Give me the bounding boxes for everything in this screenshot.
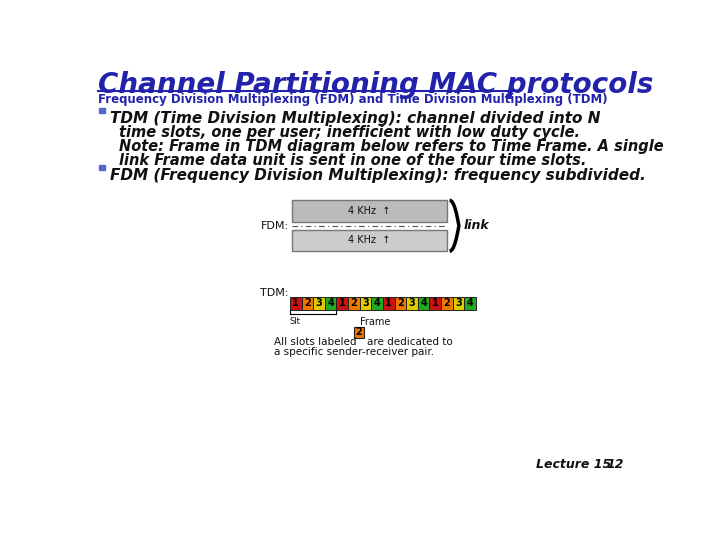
Bar xyxy=(383,296,395,310)
Text: 4: 4 xyxy=(328,299,334,308)
Text: 3: 3 xyxy=(455,299,462,308)
Bar xyxy=(406,296,418,310)
Bar xyxy=(336,296,348,310)
Text: FDM:: FDM: xyxy=(261,221,289,231)
Text: 2: 2 xyxy=(304,299,311,308)
Text: Frequency Division Multiplexing (FDM) and Time Division Multiplexing (TDM): Frequency Division Multiplexing (FDM) an… xyxy=(98,92,608,105)
Text: 1: 1 xyxy=(339,299,346,308)
Text: time slots, one per user; inefficient with low duty cycle.: time slots, one per user; inefficient wi… xyxy=(120,125,580,140)
Text: TDM (Time Division Multiplexing): channel divided into N: TDM (Time Division Multiplexing): channe… xyxy=(110,111,600,126)
Bar xyxy=(453,296,464,310)
Bar xyxy=(418,296,429,310)
Text: a specific sender-receiver pair.: a specific sender-receiver pair. xyxy=(274,347,435,357)
Text: 1: 1 xyxy=(432,299,438,308)
Bar xyxy=(429,296,441,310)
Text: Frame: Frame xyxy=(360,316,390,327)
Bar xyxy=(372,296,383,310)
Text: 4 KHz  ↑: 4 KHz ↑ xyxy=(348,235,390,245)
Bar xyxy=(354,327,364,338)
Text: 4 KHz  ↑: 4 KHz ↑ xyxy=(348,206,390,216)
Text: 1: 1 xyxy=(292,299,299,308)
Text: 4: 4 xyxy=(420,299,427,308)
Bar xyxy=(302,296,313,310)
Text: 2: 2 xyxy=(356,327,362,338)
Bar xyxy=(290,296,302,310)
Text: 3: 3 xyxy=(409,299,415,308)
Text: link: link xyxy=(464,219,490,232)
Bar xyxy=(441,296,453,310)
Bar xyxy=(292,230,446,251)
Text: 1: 1 xyxy=(385,299,392,308)
Bar xyxy=(313,296,325,310)
Text: TDM:: TDM: xyxy=(261,288,289,298)
Text: 4: 4 xyxy=(374,299,380,308)
Bar xyxy=(292,200,446,222)
Bar xyxy=(360,296,372,310)
Text: 3: 3 xyxy=(315,299,323,308)
Text: are dedicated to: are dedicated to xyxy=(366,336,452,347)
Text: link Frame data unit is sent in one of the four time slots.: link Frame data unit is sent in one of t… xyxy=(120,153,587,167)
Text: Lecture 15: Lecture 15 xyxy=(536,458,611,471)
Bar xyxy=(348,296,360,310)
Text: Slt: Slt xyxy=(290,316,301,326)
Bar xyxy=(99,165,104,170)
Text: 2: 2 xyxy=(351,299,357,308)
Text: 12: 12 xyxy=(607,458,624,471)
Text: 2: 2 xyxy=(444,299,450,308)
Bar xyxy=(395,296,406,310)
Bar xyxy=(464,296,476,310)
Text: Note: Frame in TDM diagram below refers to Time Frame. A single: Note: Frame in TDM diagram below refers … xyxy=(120,139,664,154)
Text: FDM (Frequency Division Multiplexing): frequency subdivided.: FDM (Frequency Division Multiplexing): f… xyxy=(110,168,646,183)
Bar xyxy=(99,108,104,113)
Text: 2: 2 xyxy=(397,299,404,308)
Text: All slots labeled: All slots labeled xyxy=(274,336,357,347)
Text: Channel Partitioning MAC protocols: Channel Partitioning MAC protocols xyxy=(98,71,653,99)
Text: 4: 4 xyxy=(467,299,474,308)
Text: 3: 3 xyxy=(362,299,369,308)
Bar xyxy=(325,296,336,310)
